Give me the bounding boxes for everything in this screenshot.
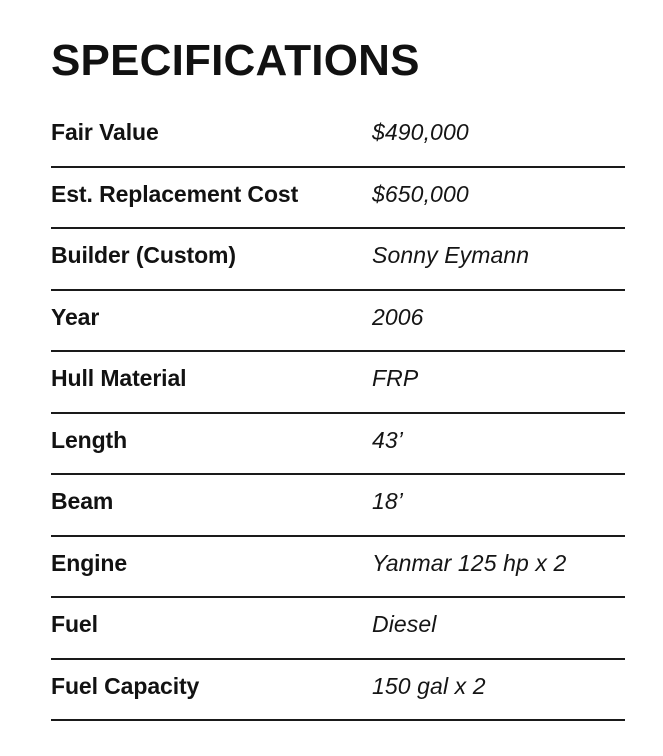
table-row: Fair Value $490,000	[51, 105, 625, 168]
spec-label: Builder (Custom)	[51, 228, 372, 291]
table-row: Fuel Diesel	[51, 597, 625, 660]
table-row: Builder (Custom) Sonny Eymann	[51, 228, 625, 291]
page-title: SPECIFICATIONS	[51, 36, 420, 85]
spec-label: Hull Material	[51, 351, 372, 414]
spec-value: Yanmar 125 hp x 2	[372, 535, 625, 598]
spec-label: Est. Replacement Cost	[51, 166, 372, 229]
table-row: Hull Material FRP	[51, 351, 625, 414]
spec-label: Fair Value	[51, 105, 372, 168]
table-row: Est. Replacement Cost $650,000	[51, 166, 625, 229]
table-row: Fuel Capacity 150 gal x 2	[51, 658, 625, 721]
spec-label: Length	[51, 412, 372, 475]
spec-value: Diesel	[372, 597, 625, 660]
spec-label: Beam	[51, 474, 372, 537]
spec-label: Year	[51, 289, 372, 352]
spec-label: Fuel Capacity	[51, 658, 372, 721]
spec-label: Fuel	[51, 597, 372, 660]
table-row: Length 43’	[51, 412, 625, 475]
spec-value: FRP	[372, 351, 625, 414]
spec-label: Engine	[51, 535, 372, 598]
spec-value: 150 gal x 2	[372, 658, 625, 721]
table-row: Engine Yanmar 125 hp x 2	[51, 535, 625, 598]
table-row: Year 2006	[51, 289, 625, 352]
spec-value: $650,000	[372, 166, 625, 229]
spec-value: 18’	[372, 474, 625, 537]
table-row: Beam 18’	[51, 474, 625, 537]
spec-value: $490,000	[372, 105, 625, 168]
spec-value: Sonny Eymann	[372, 228, 625, 291]
spec-value: 43’	[372, 412, 625, 475]
spec-value: 2006	[372, 289, 625, 352]
specifications-table: Fair Value $490,000 Est. Replacement Cos…	[51, 105, 625, 721]
specifications-table-body: Fair Value $490,000 Est. Replacement Cos…	[51, 105, 625, 721]
